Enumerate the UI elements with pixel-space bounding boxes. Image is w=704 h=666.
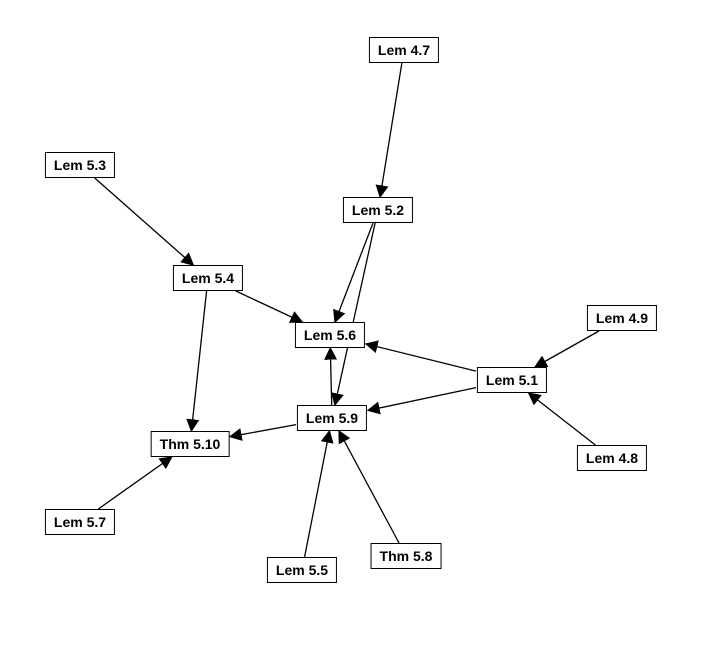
edge-lem49-to-lem51 bbox=[535, 331, 599, 367]
edge-lem59-to-thm510 bbox=[230, 425, 296, 437]
node-lem48: Lem 4.8 bbox=[577, 445, 647, 471]
edge-lem53-to-lem54 bbox=[95, 178, 194, 265]
node-lem54: Lem 5.4 bbox=[173, 265, 243, 291]
node-lem56: Lem 5.6 bbox=[295, 322, 365, 348]
node-lem55: Lem 5.5 bbox=[267, 557, 337, 583]
edge-lem57-to-thm510 bbox=[98, 457, 171, 509]
node-lem59: Lem 5.9 bbox=[297, 405, 367, 431]
edge-lem52-to-lem59 bbox=[335, 223, 375, 405]
node-lem51: Lem 5.1 bbox=[477, 367, 547, 393]
edge-thm58-to-lem59 bbox=[339, 431, 399, 543]
edge-lem54-to-thm510 bbox=[191, 291, 206, 431]
node-lem52: Lem 5.2 bbox=[343, 197, 413, 223]
edge-lem59-to-lem56 bbox=[330, 348, 331, 405]
edge-lem52-to-lem56 bbox=[335, 223, 373, 322]
node-thm510: Thm 5.10 bbox=[151, 431, 230, 457]
edge-lem47-to-lem52 bbox=[380, 63, 402, 197]
node-lem57: Lem 5.7 bbox=[45, 509, 115, 535]
node-lem49: Lem 4.9 bbox=[587, 305, 657, 331]
edge-lem48-to-lem51 bbox=[529, 393, 596, 445]
node-lem47: Lem 4.7 bbox=[369, 37, 439, 63]
dependency-graph: Lem 4.7 Lem 5.3 Lem 5.2 Lem 5.4 Lem 5.6 Lem 4… bbox=[0, 0, 704, 666]
edge-lem55-to-lem59 bbox=[305, 431, 330, 557]
edge-lem51-to-lem56 bbox=[366, 344, 476, 371]
edge-lem51-to-lem59 bbox=[368, 388, 476, 411]
edge-lem54-to-lem56 bbox=[236, 291, 302, 322]
node-thm58: Thm 5.8 bbox=[371, 543, 442, 569]
node-lem53: Lem 5.3 bbox=[45, 152, 115, 178]
